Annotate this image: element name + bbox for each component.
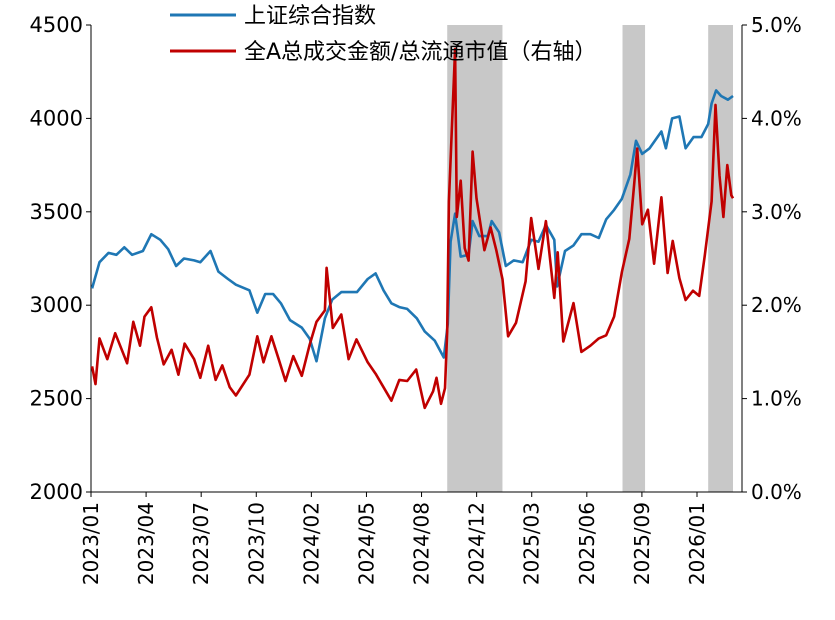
x-tick-label: 2023/10 [244,502,268,585]
x-tick-label: 2023/01 [79,502,103,585]
x-tick-label: 2024/12 [465,502,489,585]
right-tick-label: 0.0% [751,480,802,504]
right-tick-label: 3.0% [751,200,802,224]
left-tick-label: 4500 [30,13,83,37]
right-tick-label: 2.0% [751,293,802,317]
x-tick-label: 2025/06 [575,502,599,585]
x-tick-label: 2025/03 [520,502,544,585]
shaded-period [622,25,646,492]
series-lines [90,47,735,410]
left-tick-label: 3000 [30,293,83,317]
x-tick-label: 2023/07 [189,502,213,585]
left-tick-label: 2500 [30,387,83,411]
left-tick-label: 2000 [30,480,83,504]
x-tick-label: 2024/05 [354,502,378,585]
series-line-turnover-ratio [90,47,735,410]
shaded-periods [447,25,733,492]
x-tick-label: 2025/09 [630,502,654,585]
right-tick-label: 4.0% [751,106,802,130]
x-tick-label: 2023/04 [134,502,158,585]
right-tick-label: 1.0% [751,387,802,411]
right-tick-label: 5.0% [751,13,802,37]
axes: 2000 2500 3000 3500 4000 4500 0.0% 1.0% 2.0% 3.0%… [30,13,802,585]
legend-label: 上证综合指数 [244,4,376,29]
x-tick-label: 2024/02 [299,502,323,585]
x-tick-label: 2024/08 [410,502,434,585]
legend-label: 全A总成交金额/总流通市值（右轴） [244,40,596,65]
left-tick-label: 4000 [30,106,83,130]
x-tick-label: 2026/01 [685,502,709,585]
left-tick-label: 3500 [30,200,83,224]
